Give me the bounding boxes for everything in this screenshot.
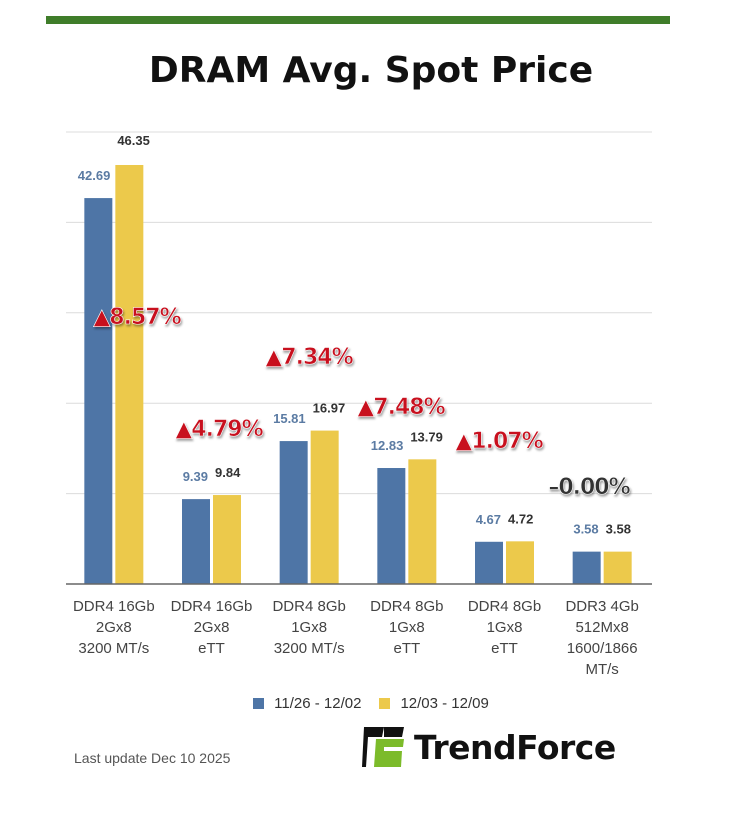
category-label: DDR4 16Gb 2Gx8 3200 MT/s	[64, 596, 164, 659]
category-label: DDR4 8Gb 1Gx8 3200 MT/s	[259, 596, 359, 659]
category-label-line: eTT	[393, 640, 421, 657]
category-label-line: DDR4 8Gb	[370, 598, 444, 615]
trendforce-logo: TrendForce	[362, 727, 616, 767]
legend-label: 11/26 - 12/02	[274, 695, 362, 712]
category-label-line: DDR4 8Gb	[467, 598, 542, 615]
data-label: 3.58	[606, 522, 631, 537]
category-label: DDR4 8Gb 1Gx8 eTT	[357, 596, 457, 659]
percent-change-annotation: ▲4.79%	[175, 417, 263, 442]
bar	[84, 198, 113, 584]
bar	[115, 164, 144, 584]
legend-swatch	[379, 698, 391, 709]
legend-item-series-1: 11/26 - 12/02	[253, 695, 361, 712]
percent-change-annotation: ▲1.07%	[455, 429, 543, 454]
category-label-line: DDR4 16Gb	[170, 598, 253, 615]
percent-change-annotation: ▲7.34%	[265, 345, 353, 370]
data-label: 9.84	[215, 465, 241, 480]
bar-chart: 42.69 46.35 9.39 9.84 15.81 16.97 12.83 13.79 4.…	[66, 131, 652, 585]
bar	[475, 541, 503, 584]
data-label: 42.69	[78, 168, 111, 183]
category-label-line: DDR4 8Gb	[272, 598, 346, 615]
category-label-line: 3200 MT/s	[273, 640, 345, 657]
data-label: 12.83	[371, 438, 404, 453]
category-label: DDR4 8Gb 1Gx8 eTT	[455, 596, 555, 659]
bar	[279, 441, 308, 584]
category-label-line: DDR4 16Gb	[72, 598, 155, 615]
category-label-line: 2Gx8	[193, 619, 230, 636]
percent-change-annotation: ▲7.48%	[357, 395, 445, 420]
category-label-line: eTT	[198, 640, 225, 657]
legend-label: 12/03 - 12/09	[400, 695, 489, 712]
category-label: DDR4 16Gb 2Gx8 eTT	[162, 596, 262, 659]
percent-change-annotation: –0.00%	[548, 475, 630, 500]
category-label-line: 1Gx8	[486, 619, 523, 636]
data-label: 3.58	[573, 522, 598, 537]
chart-title: DRAM Avg. Spot Price	[148, 50, 594, 91]
category-label-line: 512Mx8	[575, 619, 629, 636]
category-label-line: DDR3 4Gb	[565, 598, 639, 615]
bar	[182, 499, 210, 584]
legend-item-series-2: 12/03 - 12/09	[379, 695, 489, 712]
data-label: 16.97	[313, 401, 346, 416]
last-update: Last update Dec 10 2025	[74, 750, 231, 766]
bar	[408, 459, 437, 584]
bar	[603, 551, 632, 584]
bar	[377, 468, 406, 584]
category-label-line: 3200 MT/s	[78, 640, 150, 657]
data-label: 4.72	[508, 511, 533, 526]
brand-bar	[46, 16, 670, 24]
data-label: 9.39	[183, 469, 208, 484]
legend-swatch	[253, 698, 265, 709]
bar	[572, 551, 601, 584]
category-label-line: 2Gx8	[95, 619, 132, 636]
category-label-line: 1600/1866	[566, 640, 638, 657]
data-label: 13.79	[410, 429, 443, 444]
category-label: DDR3 4Gb 512Mx8 1600/1866 MT/s	[552, 596, 652, 680]
bar	[506, 541, 534, 584]
category-label-line: MT/s	[585, 661, 619, 678]
category-label-line: eTT	[491, 640, 518, 657]
bar	[213, 495, 241, 584]
data-label: 46.35	[117, 133, 150, 148]
data-label: 15.81	[273, 411, 306, 426]
bar	[310, 430, 339, 584]
logo-text: TrendForce	[414, 727, 616, 767]
category-label-line: 1Gx8	[291, 619, 328, 636]
data-label: 4.67	[476, 512, 501, 527]
legend: 11/26 - 12/02 12/03 - 12/09	[0, 695, 742, 712]
percent-change-annotation: ▲8.57%	[93, 305, 181, 330]
trendforce-logo-icon	[362, 727, 404, 767]
category-label-line: 1Gx8	[388, 619, 425, 636]
